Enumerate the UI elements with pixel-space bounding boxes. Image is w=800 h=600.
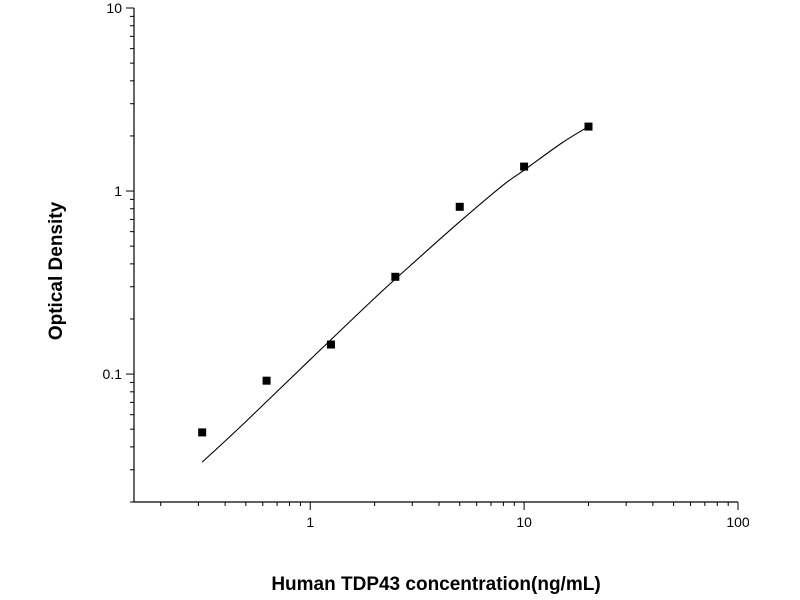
x-tick-label: 100 bbox=[726, 514, 750, 530]
tick-labels: 1 10 100 0.1 1 10 bbox=[103, 0, 750, 530]
y-tick-label: 10 bbox=[106, 0, 122, 16]
x-tick-label: 10 bbox=[516, 514, 532, 530]
ticks bbox=[126, 7, 739, 510]
y-tick-label: 0.1 bbox=[103, 366, 123, 382]
fit-curve bbox=[201, 126, 589, 463]
y-axis-title: Optical Density bbox=[46, 201, 67, 340]
data-point bbox=[520, 162, 529, 171]
data-point bbox=[391, 272, 400, 281]
x-tick-label: 1 bbox=[306, 514, 314, 530]
data-point bbox=[198, 428, 207, 437]
x-axis-title: Human TDP43 concentration(ng/mL) bbox=[271, 574, 600, 595]
axes bbox=[133, 8, 738, 503]
data-point bbox=[584, 122, 593, 131]
y-tick-label: 1 bbox=[114, 183, 122, 199]
data-point bbox=[262, 376, 271, 385]
data-point bbox=[455, 202, 464, 211]
data-points bbox=[198, 122, 593, 437]
data-point bbox=[326, 340, 335, 349]
